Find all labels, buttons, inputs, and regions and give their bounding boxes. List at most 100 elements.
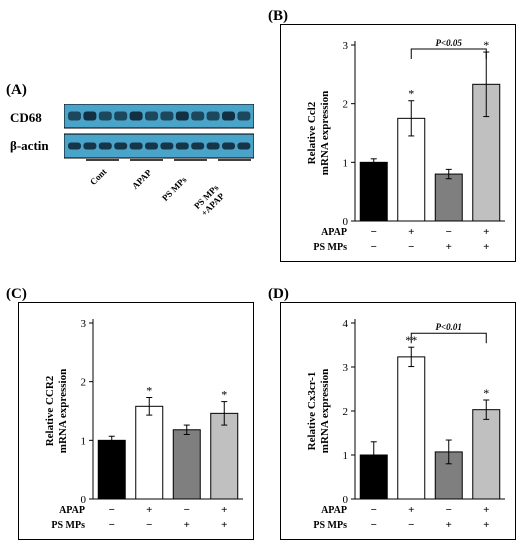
treatment-sign: +	[184, 519, 190, 531]
significance-star: *	[146, 384, 152, 398]
treatment-sign: −	[371, 241, 377, 253]
treatment-sign: +	[221, 504, 227, 516]
treatment-sign: −	[371, 519, 377, 531]
blot-band	[222, 111, 235, 121]
lane-group-lines	[86, 159, 251, 161]
bar	[397, 356, 426, 500]
ccl2-bar-chart: Relative Ccl2mRNA expression 0 1 2 3 * * P<0.05…	[306, 38, 505, 253]
treatment-sign: +	[408, 504, 414, 516]
blot-band	[83, 142, 97, 150]
blot-band	[237, 142, 251, 150]
treatment-row-label: APAP	[59, 505, 85, 516]
cx3cr1-bar-chart: Relative Cx3cr-1mRNA expression01234***P…	[306, 318, 505, 531]
treatment-sign: +	[408, 226, 414, 238]
bracket-label: P<0.05	[436, 38, 463, 48]
bracket-label: P<0.01	[436, 322, 462, 332]
y-tick-label: 0	[81, 494, 87, 506]
lane-label-apap: APAP	[130, 167, 154, 192]
blot-band	[191, 142, 205, 150]
y-tick-label: 2	[343, 99, 349, 111]
y-tick-label: 0	[343, 494, 349, 506]
y-tick-label: 1	[343, 157, 349, 169]
treatment-sign: −	[371, 226, 377, 238]
bar	[135, 405, 164, 500]
blot-band	[68, 111, 81, 121]
lane-label-ps-mps: PS MPs	[160, 174, 189, 204]
bar	[172, 429, 201, 500]
ccr2-bar-chart: Relative CCR2mRNA expression 0 1 2 3 * * APAP − +…	[44, 318, 243, 531]
panel-b-letter: (B)	[268, 8, 288, 24]
y-tick-label: 1	[343, 450, 349, 462]
blot-band	[114, 142, 128, 150]
y-axis-label-line1: Relative Ccl2	[306, 101, 318, 164]
blot-band	[145, 111, 158, 121]
blot-band	[160, 111, 174, 121]
y-tick-label: 4	[343, 318, 349, 330]
treatment-sign: +	[146, 504, 152, 516]
significance-star: *	[483, 386, 489, 400]
blot-band	[175, 142, 189, 150]
significance-bracket	[410, 48, 487, 59]
treatment-sign: +	[483, 226, 489, 238]
blot-band	[206, 142, 220, 150]
treatment-sign: +	[446, 519, 452, 531]
y-axis-label: Relative Ccl2mRNA expression	[306, 91, 331, 175]
panel-c-letter: (C)	[6, 286, 27, 302]
lane-label-cont: Cont	[88, 166, 109, 188]
blot-band	[191, 111, 205, 121]
panel-d-frame: Relative Cx3cr-1mRNA expression 0 1 2 3 4 ** * P…	[280, 302, 516, 540]
y-axis-label-line2: mRNA expression	[319, 91, 331, 175]
y-axis-label-line2: mRNA expression	[319, 369, 331, 453]
blot-band	[145, 142, 158, 150]
bar	[210, 412, 239, 500]
y-axis-label-line1: Relative CCR2	[44, 375, 56, 446]
treatment-sign: −	[371, 504, 377, 516]
significance-star: *	[221, 388, 227, 402]
y-axis-label-line2: mRNA expression	[57, 369, 69, 453]
blot-band	[160, 142, 174, 150]
treatment-row-label: APAP	[321, 227, 347, 238]
treatment-sign: +	[483, 504, 489, 516]
blot-band	[114, 111, 128, 121]
y-tick-label: 3	[81, 318, 87, 330]
y-tick-label: 3	[343, 362, 349, 374]
blot-band	[98, 111, 112, 121]
treatment-sign: −	[184, 504, 190, 516]
y-axis-label: Relative Cx3cr-1mRNA expression	[306, 369, 331, 453]
treatment-sign: +	[483, 519, 489, 531]
treatment-sign: −	[408, 241, 414, 253]
western-blot-image	[64, 104, 254, 159]
panel-d-letter: (D)	[268, 286, 289, 302]
y-tick-label: 3	[343, 40, 349, 52]
treatment-row-label: PS MPs	[313, 242, 347, 253]
blot-band	[68, 142, 81, 150]
blot-row-label-beta-actin: β-actin	[10, 138, 49, 153]
significance-star: *	[408, 87, 414, 101]
bar	[97, 439, 126, 500]
y-axis-label-line1: Relative Cx3cr-1	[306, 372, 318, 451]
treatment-sign: −	[446, 504, 452, 516]
treatment-sign: +	[221, 519, 227, 531]
y-axis-label: Relative CCR2mRNA expression	[44, 369, 69, 453]
panel-c-frame: Relative CCR2mRNA expression 0 1 2 3 * * APAP − +…	[18, 302, 254, 540]
treatment-sign: −	[408, 519, 414, 531]
treatment-row-label: APAP	[321, 505, 347, 516]
bar	[434, 173, 463, 222]
blot-band	[206, 111, 220, 121]
bar	[472, 409, 501, 500]
treatment-row-label: PS MPs	[313, 520, 347, 531]
bar	[359, 161, 388, 222]
treatment-sign: −	[446, 226, 452, 238]
treatment-sign: −	[109, 504, 115, 516]
treatment-sign: +	[446, 241, 452, 253]
blot-band	[175, 111, 189, 121]
blot-band	[83, 111, 97, 121]
y-tick-label: 0	[343, 216, 349, 228]
significance-star: *	[483, 38, 489, 52]
blot-row-label-cd68: CD68	[10, 110, 42, 125]
panel-a-letter: (A)	[6, 82, 27, 98]
treatment-sign: −	[146, 519, 152, 531]
blot-band	[237, 111, 251, 121]
blot-band	[129, 111, 143, 121]
blot-band	[129, 142, 143, 150]
